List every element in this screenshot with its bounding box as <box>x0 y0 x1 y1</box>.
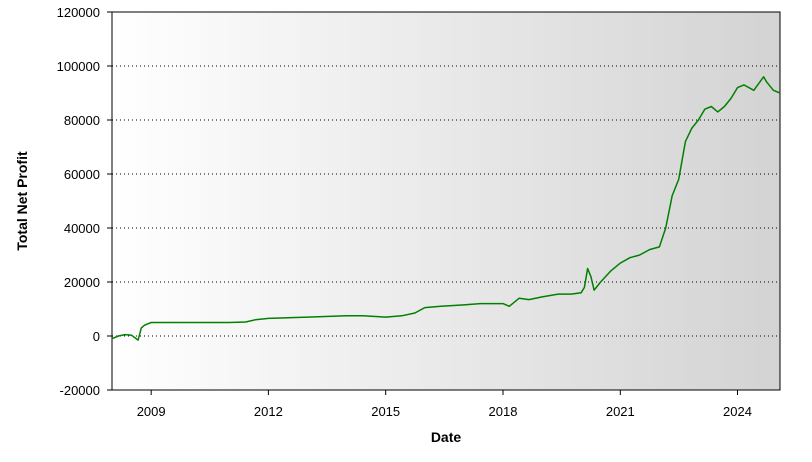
y-tick-label: 100000 <box>57 59 100 74</box>
x-tick-label: 2009 <box>137 404 166 419</box>
y-tick-label: 80000 <box>64 113 100 128</box>
x-tick-label: 2024 <box>723 404 752 419</box>
y-tick-label: 60000 <box>64 167 100 182</box>
x-tick-label: 2018 <box>489 404 518 419</box>
y-tick-label: 120000 <box>57 5 100 20</box>
y-tick-label: -20000 <box>60 383 100 398</box>
x-axis-ticks: 2009 2012 2015 2018 2021 2024 <box>137 390 752 419</box>
x-tick-label: 2012 <box>254 404 283 419</box>
x-tick-label: 2015 <box>371 404 400 419</box>
x-tick-label: 2021 <box>606 404 635 419</box>
grid-lines <box>112 65 780 337</box>
x-axis-title: Date <box>431 429 462 445</box>
plot-area <box>111 11 781 391</box>
y-tick-label: 0 <box>93 329 100 344</box>
y-tick-label: 40000 <box>64 221 100 236</box>
y-tick-label: 20000 <box>64 275 100 290</box>
y-axis-title: Total Net Profit <box>14 151 30 251</box>
y-axis-ticks: 120000 100000 80000 60000 40000 20000 0 -20000 <box>57 5 112 398</box>
series-line <box>111 76 781 341</box>
